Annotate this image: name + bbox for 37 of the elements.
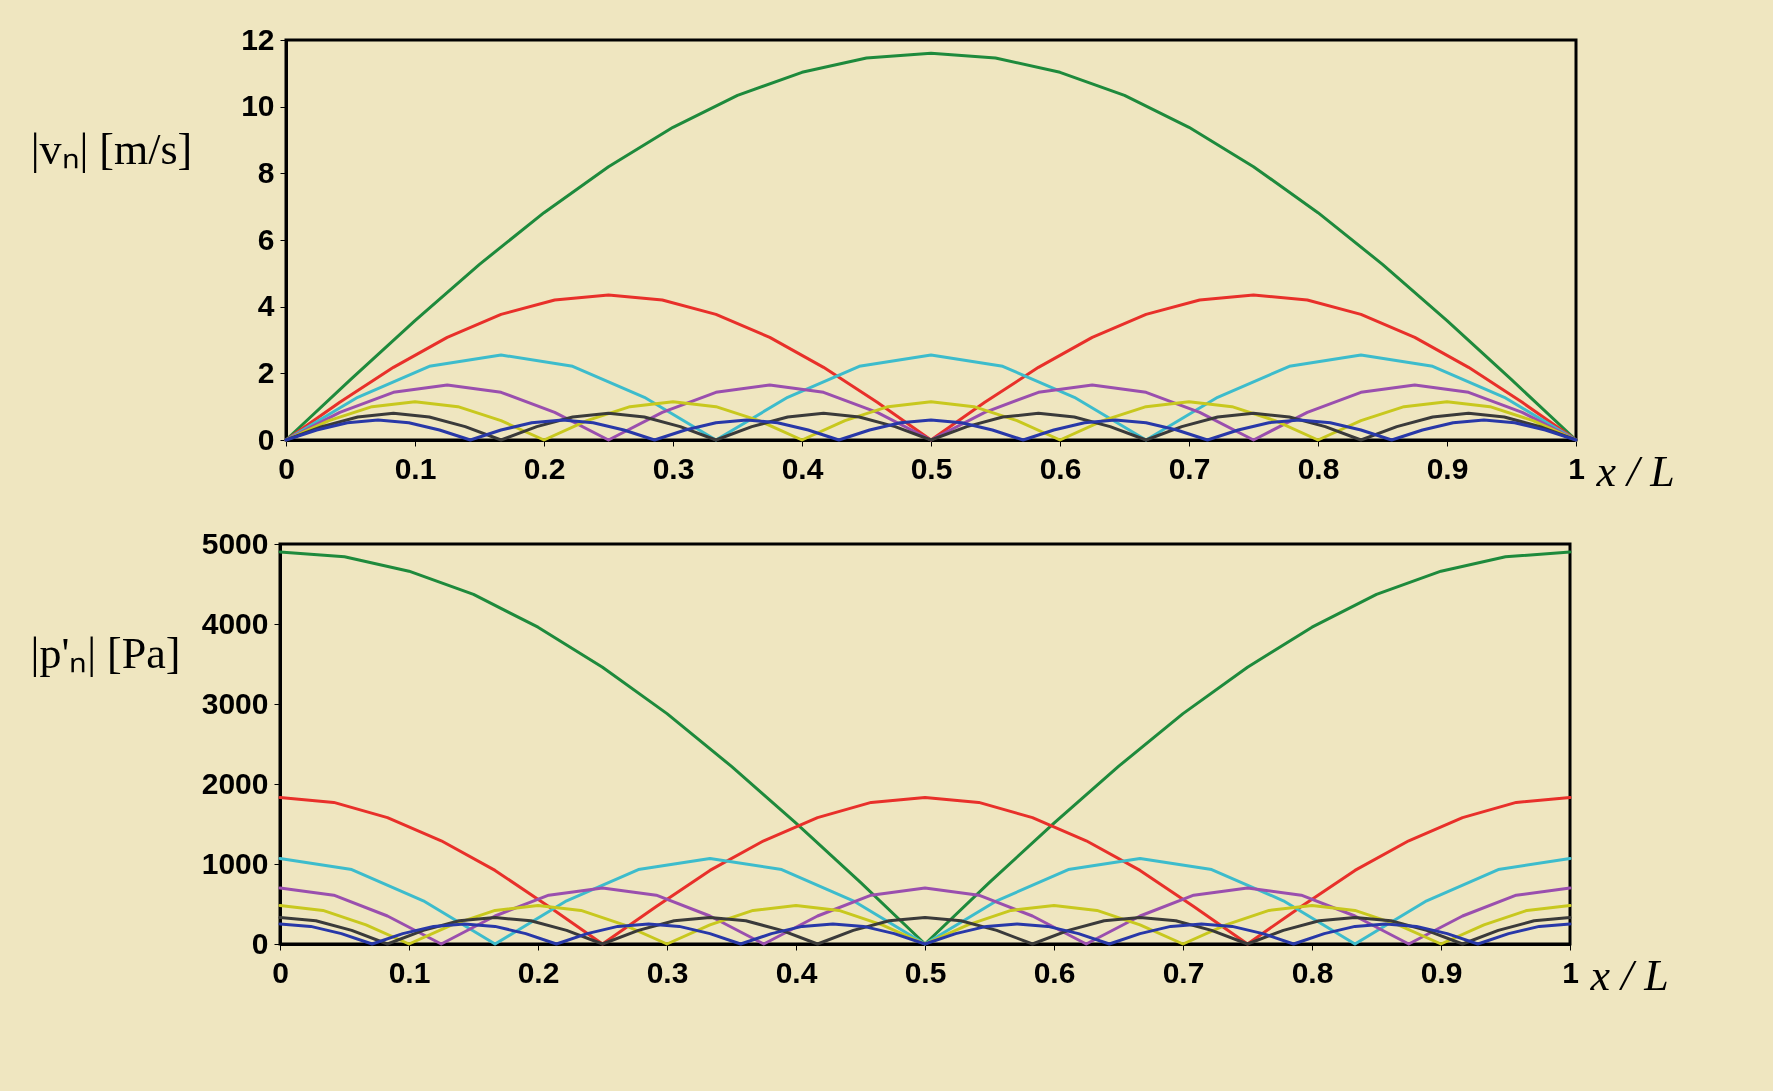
x-tick-label: 0.3 [652, 451, 695, 485]
x-tick-label: 0.4 [775, 955, 818, 989]
y-tick-label: 6 [257, 222, 275, 256]
y-tick-label: 2000 [201, 766, 269, 800]
x-tick-label: 0.1 [394, 451, 437, 485]
x-tick-label: 0.1 [388, 955, 431, 989]
y-tick-label: 12 [241, 22, 275, 56]
y-tick-label: 0 [257, 422, 275, 456]
x-tick-label: 0.5 [910, 451, 953, 485]
x-tick-label: 0.6 [1039, 451, 1082, 485]
y-tick-label: 10 [241, 89, 275, 123]
y-tick-label: 5000 [201, 526, 269, 560]
y-tick-label: 3000 [201, 686, 269, 720]
y-tick-label: 4000 [201, 606, 269, 640]
y-tick-label: 8 [257, 155, 275, 189]
x-tick-label: 0.9 [1420, 955, 1463, 989]
y-axis-title: |vₙ| [m/s] [30, 124, 193, 174]
x-tick-label: 0.7 [1162, 955, 1205, 989]
x-tick-label: 0.5 [904, 955, 947, 989]
x-tick-label: 0.6 [1033, 955, 1076, 989]
x-axis-title: x / L [1595, 446, 1675, 496]
x-tick-label: 0.8 [1297, 451, 1340, 485]
x-tick-label: 0.7 [1168, 451, 1211, 485]
x-tick-label: 0.9 [1426, 451, 1469, 485]
y-tick-label: 0 [251, 926, 269, 960]
y-tick-label: 2 [257, 355, 275, 389]
y-tick-label: 4 [257, 289, 275, 323]
x-tick-label: 0.8 [1291, 955, 1334, 989]
x-tick-label: 0.4 [781, 451, 824, 485]
x-axis-title: x / L [1589, 950, 1669, 1000]
x-tick-label: 0.3 [646, 955, 689, 989]
y-axis-title: |p'ₙ| [Pa] [30, 628, 181, 678]
x-tick-label: 0.2 [517, 955, 560, 989]
x-tick-label: 1 [1562, 955, 1579, 989]
y-tick-label: 1000 [201, 846, 269, 880]
x-tick-label: 1 [1568, 451, 1585, 485]
x-tick-label: 0.2 [523, 451, 566, 485]
